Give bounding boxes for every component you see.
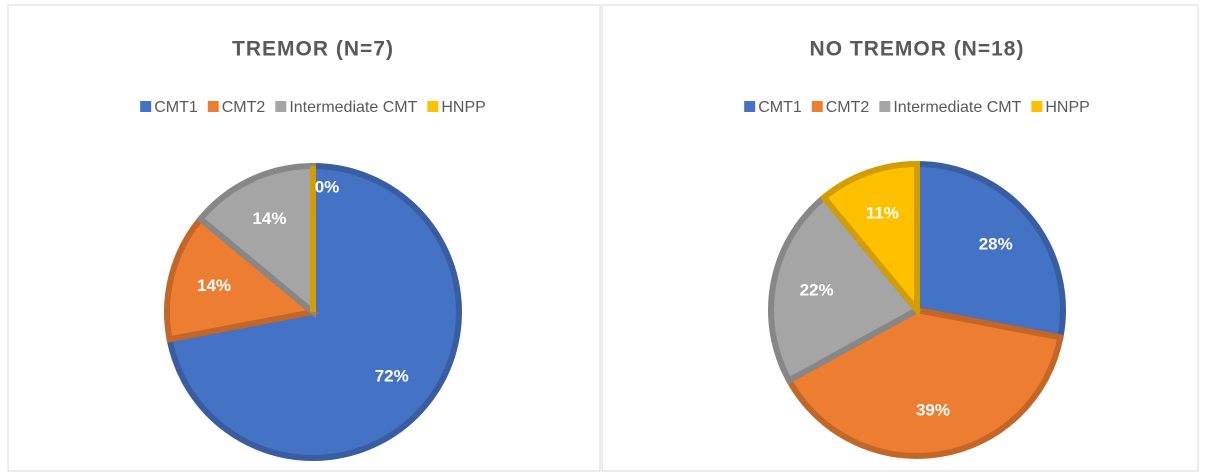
chart-title: NO TREMOR (N=18) [810,38,1025,61]
legend-label: HNPP [1045,99,1089,116]
pie-slice [819,160,920,319]
chart-title: TREMOR (N=7) [232,38,394,61]
legend-label: CMT1 [154,99,198,116]
data-label: 11% [866,203,899,222]
data-label: 28% [979,234,1013,253]
pie-slice [196,162,316,319]
data-label: 14% [197,276,231,295]
data-label: 0% [315,177,340,196]
legend-swatch [427,101,439,112]
data-label: 22% [800,280,834,299]
legend-swatch [275,101,287,112]
data-label: 39% [916,400,950,419]
legend-swatch [811,101,823,112]
legend-swatch [207,101,219,112]
data-label: 72% [375,367,409,386]
data-label: 14% [252,209,286,228]
legend-swatch [1031,101,1043,112]
legend-label: CMT2 [222,99,266,116]
legend-swatch [879,101,891,112]
legend-label: Intermediate CMT [289,99,417,116]
legend-swatch [744,101,756,112]
pie-slice [784,306,1064,459]
legend-label: Intermediate CMT [893,99,1021,116]
legend-label: CMT2 [826,99,870,116]
legend-label: HNPP [441,99,485,116]
legend-label: CMT1 [758,99,802,116]
pie-slice [164,214,320,343]
pie-slice [914,160,1066,341]
legend-swatch [140,101,152,112]
pie-slice [768,193,922,385]
